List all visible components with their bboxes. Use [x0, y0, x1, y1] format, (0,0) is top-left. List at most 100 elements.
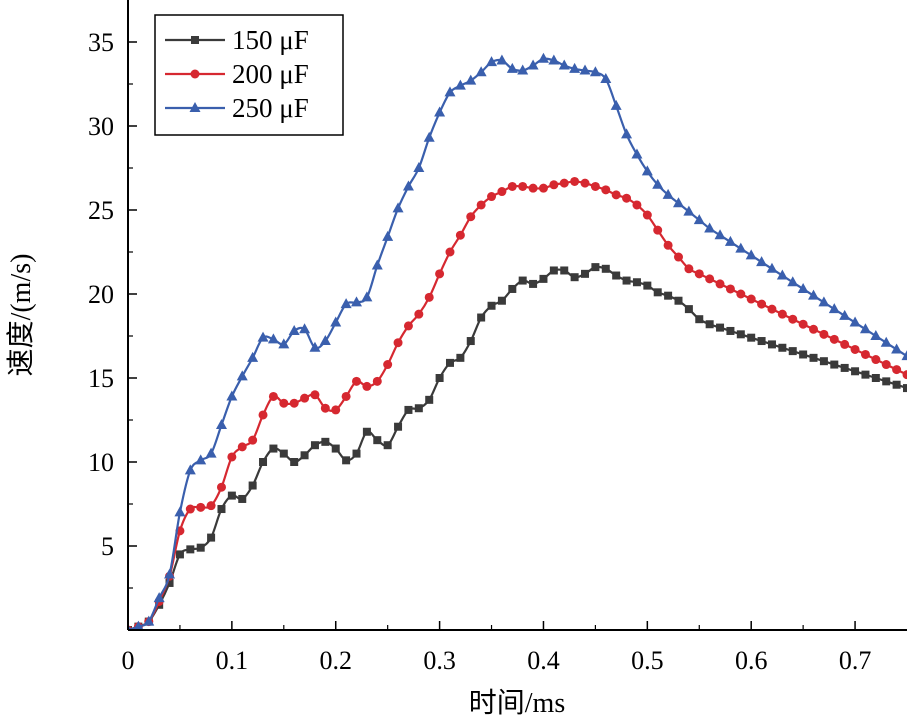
data-point [466, 337, 475, 346]
data-point [362, 381, 372, 391]
data-point [527, 59, 539, 70]
series-line [128, 265, 907, 630]
data-point [196, 543, 205, 552]
data-point [383, 360, 393, 370]
data-point [693, 214, 705, 225]
legend-item: 250 μF [165, 93, 309, 123]
data-point [559, 178, 569, 188]
x-tick-label: 0.5 [631, 646, 664, 675]
data-point [861, 370, 870, 379]
data-point [445, 358, 454, 367]
data-point [881, 360, 891, 370]
data-point [757, 299, 767, 309]
x-tick-label: 0.1 [216, 646, 249, 675]
data-point [226, 390, 238, 401]
data-point [560, 266, 569, 275]
data-point [373, 436, 382, 445]
data-point [342, 456, 351, 465]
data-point [579, 64, 591, 75]
data-point [672, 197, 684, 208]
y-tick-label: 35 [88, 28, 114, 57]
y-tick-label: 15 [88, 364, 114, 393]
data-point [622, 276, 631, 285]
data-point [631, 148, 643, 159]
data-point [653, 225, 663, 235]
data-point [601, 264, 610, 273]
data-point [236, 370, 248, 381]
data-point [653, 288, 662, 297]
data-point [662, 188, 674, 199]
legend-label: 200 μF [232, 59, 309, 89]
data-point [787, 276, 799, 287]
data-point [330, 316, 342, 327]
data-point [321, 437, 330, 446]
data-point [860, 349, 870, 359]
legend-item: 150 μF [165, 25, 309, 55]
x-tick-label: 0.7 [839, 646, 872, 675]
data-point [902, 370, 907, 380]
data-point [196, 502, 206, 512]
data-point [402, 180, 414, 191]
data-point [809, 324, 819, 334]
data-point [269, 444, 278, 453]
data-point [777, 309, 787, 319]
data-point [663, 240, 673, 250]
series-line [128, 57, 907, 630]
data-point [725, 284, 735, 294]
data-point [778, 343, 787, 352]
data-point [539, 274, 548, 283]
data-point [632, 200, 642, 210]
data-point [444, 86, 456, 97]
data-point [496, 54, 508, 65]
data-point [174, 506, 186, 517]
data-point [476, 200, 486, 210]
data-point [227, 452, 237, 462]
data-point [279, 398, 289, 408]
data-point [549, 266, 558, 275]
data-point [570, 176, 580, 186]
data-point [798, 319, 808, 329]
data-point [643, 281, 652, 290]
data-point [612, 271, 621, 280]
data-point [497, 187, 507, 197]
data-point [673, 252, 683, 262]
data-point [726, 326, 735, 335]
data-point [714, 229, 726, 240]
legend-marker [189, 102, 201, 112]
data-point [901, 350, 907, 361]
data-point [724, 235, 736, 246]
data-point [320, 403, 330, 413]
data-point [580, 178, 590, 188]
data-point [507, 181, 517, 191]
data-point [517, 64, 529, 75]
data-point [715, 279, 725, 289]
data-point [465, 74, 477, 85]
data-point [257, 331, 269, 342]
data-point [319, 335, 331, 346]
data-point [331, 405, 341, 415]
x-axis-title: 时间/ms [469, 687, 565, 719]
data-point [267, 333, 279, 344]
data-point [591, 263, 600, 272]
data-point [247, 351, 259, 362]
axes [127, 0, 907, 631]
data-point [600, 72, 612, 83]
data-point [892, 365, 902, 375]
data-point [695, 315, 704, 324]
legend-item: 200 μF [165, 59, 309, 89]
data-point [570, 273, 579, 282]
data-point [611, 190, 621, 200]
data-point [227, 491, 236, 500]
legend: 150 μF 200 μF 250 μF [154, 14, 344, 136]
series-2 [128, 176, 907, 630]
data-point [891, 343, 903, 354]
data-point [506, 62, 518, 73]
data-point [840, 339, 850, 349]
y-tick-label: 20 [88, 280, 114, 309]
data-point [621, 128, 633, 139]
x-ticks: 0 0.1 0.2 0.3 0.4 0.5 0.6 0.7 [122, 621, 872, 675]
data-point [610, 99, 622, 110]
data-point [299, 323, 311, 334]
data-point [259, 458, 268, 466]
data-point [454, 79, 466, 90]
